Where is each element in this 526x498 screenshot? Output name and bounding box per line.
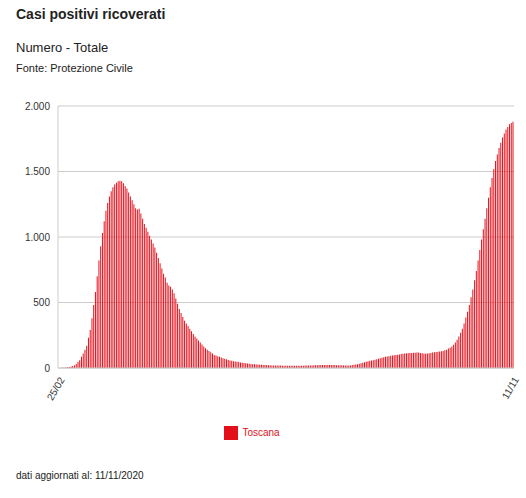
- svg-text:500: 500: [33, 297, 50, 308]
- svg-text:1.500: 1.500: [25, 166, 50, 177]
- svg-text:11/11: 11/11: [500, 375, 518, 401]
- html-text:Casi positivi ricoverati: Casi positivi ricoverati: [16, 6, 166, 22]
- svg-text:0: 0: [44, 363, 50, 374]
- svg-text:25/02: 25/02: [45, 375, 67, 403]
- svg-text:2.000: 2.000: [25, 101, 50, 112]
- html-text:dati aggiornati al: 11/11/2020: dati aggiornati al: 11/11/2020: [16, 470, 144, 481]
- svg-text:1.000: 1.000: [25, 232, 50, 243]
- html-text:Numero - Totale: Numero - Totale: [16, 40, 109, 55]
- html-text:Toscana: Toscana: [242, 426, 280, 438]
- html-text:Fonte: Protezione Civile: Fonte: Protezione Civile: [16, 62, 133, 74]
